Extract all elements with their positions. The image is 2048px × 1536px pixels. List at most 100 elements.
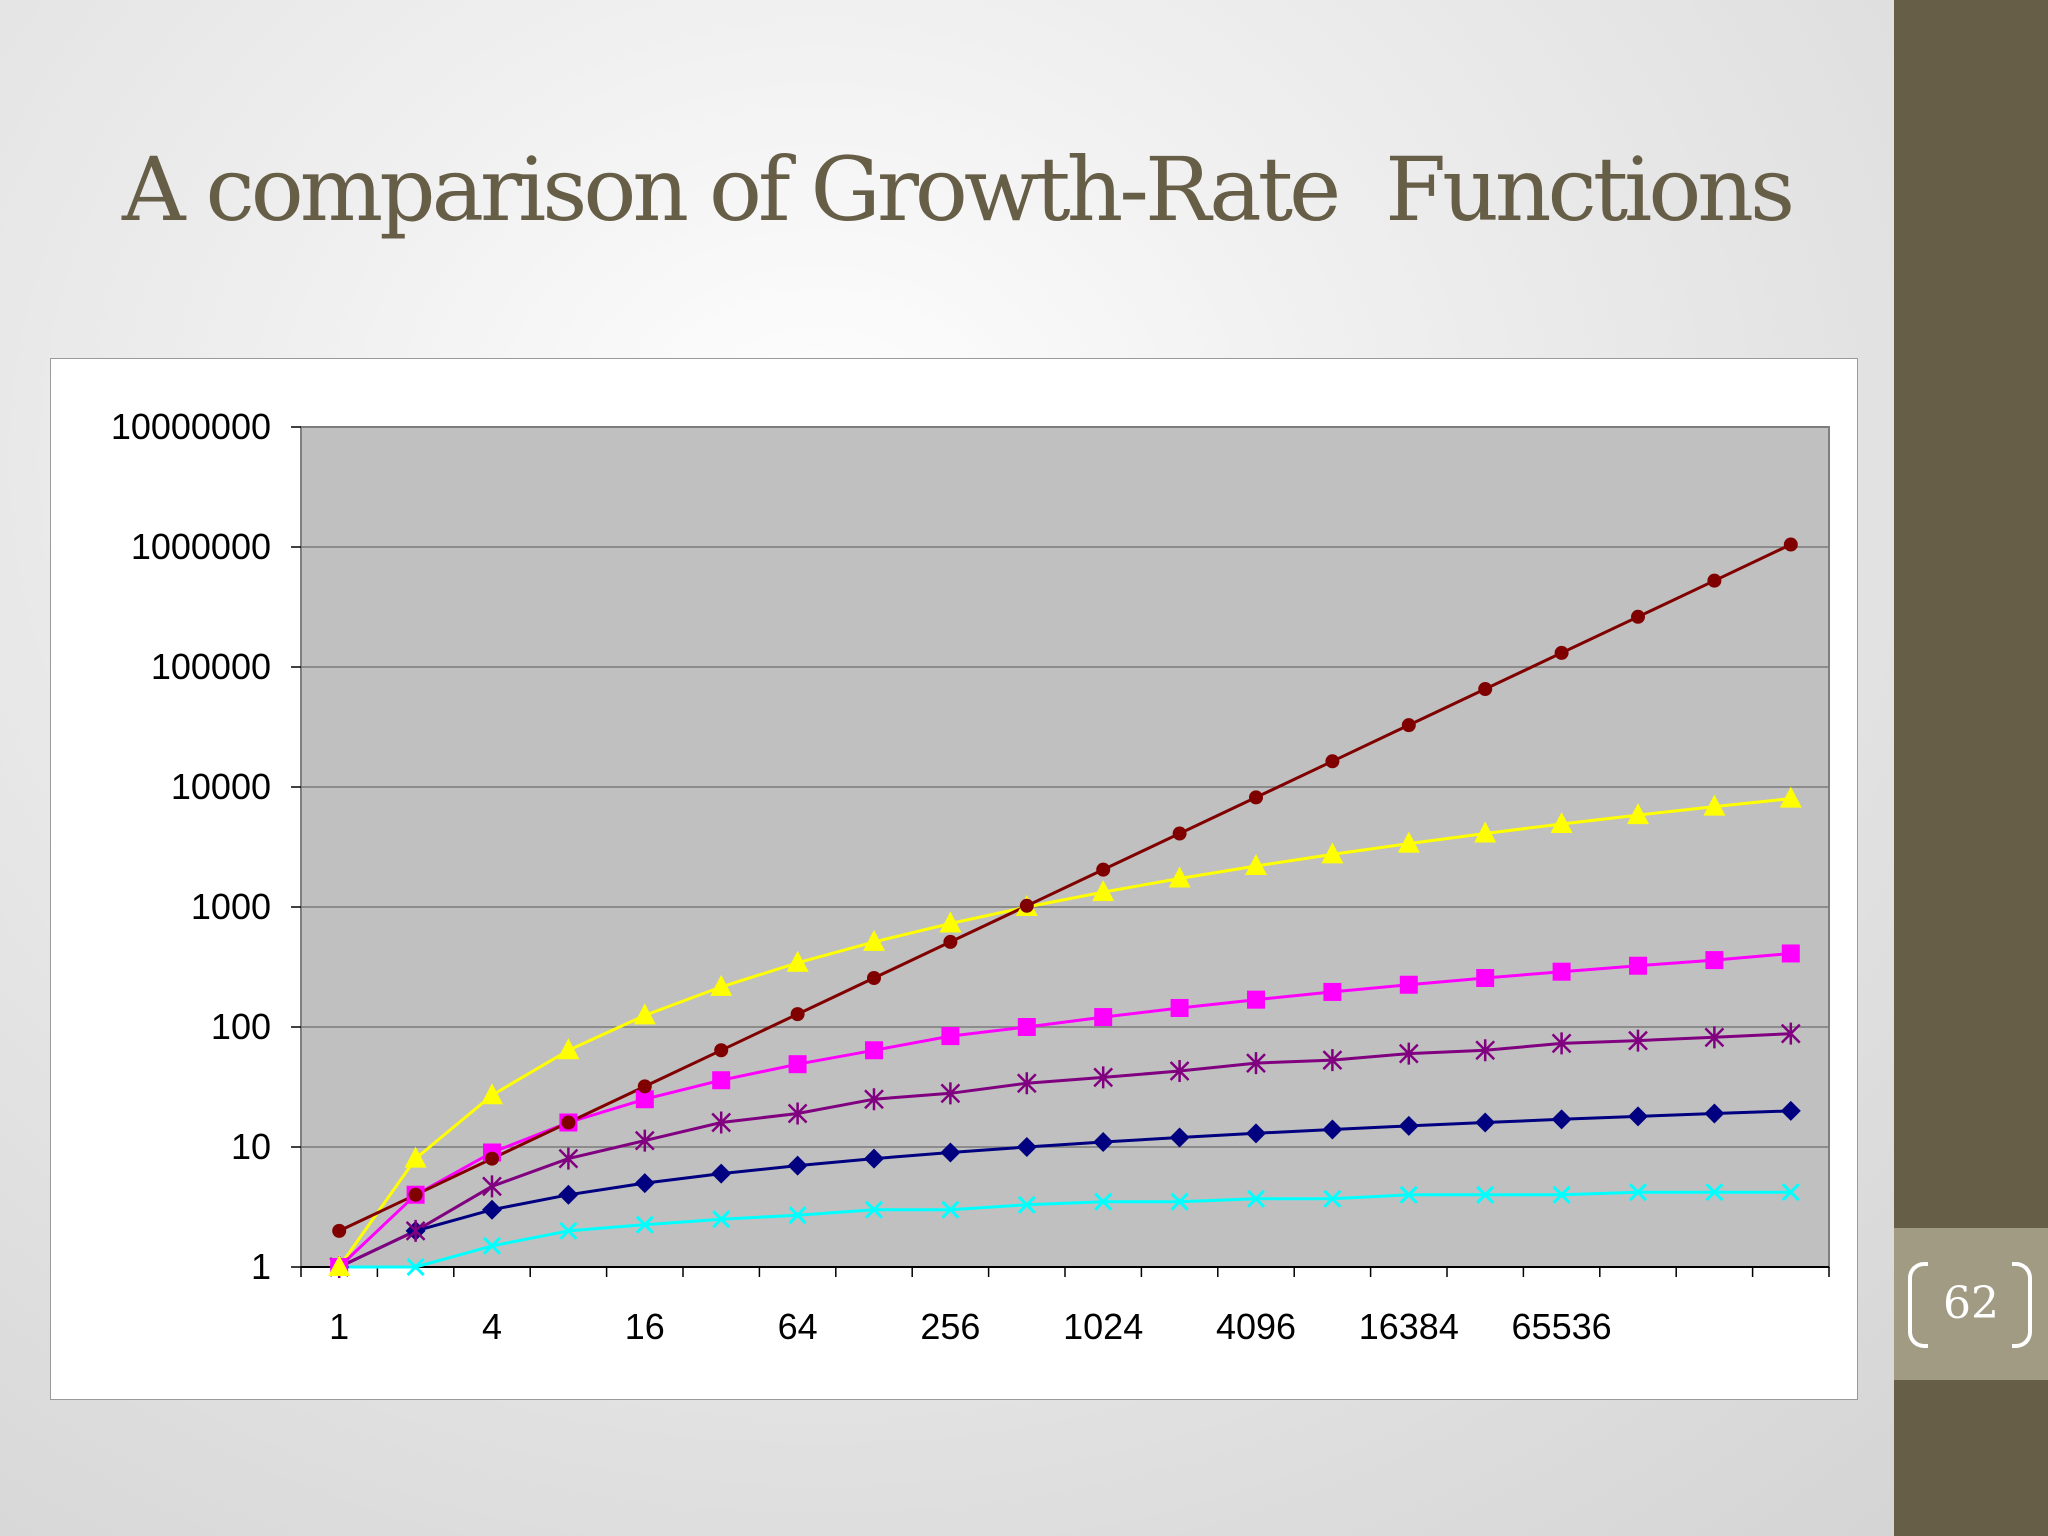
y-tick-label: 1000 bbox=[191, 886, 271, 927]
data-point bbox=[1169, 1127, 1190, 1148]
y-tick-label: 100000 bbox=[151, 646, 271, 687]
data-point bbox=[864, 1200, 884, 1219]
y-tick-label: 10 bbox=[231, 1126, 271, 1167]
x-tick-label: 1 bbox=[329, 1306, 349, 1347]
data-point bbox=[1321, 842, 1344, 864]
page-number-box: 62 bbox=[1894, 1228, 2048, 1380]
data-point bbox=[941, 1027, 960, 1046]
x-tick-label: 16384 bbox=[1359, 1306, 1459, 1347]
data-point bbox=[1628, 1106, 1648, 1127]
data-point bbox=[865, 1041, 883, 1060]
growth-rate-chart: 1 10 100 1000 10000 100000 1000000 10000000 1 4 16… bbox=[111, 406, 1830, 1347]
x-tick-label: 256 bbox=[920, 1306, 980, 1347]
data-point bbox=[1246, 1052, 1266, 1075]
data-point bbox=[637, 1079, 652, 1094]
data-point bbox=[1325, 754, 1340, 769]
series-line bbox=[337, 797, 1791, 1268]
x-tick-label: 64 bbox=[778, 1306, 818, 1347]
data-point bbox=[406, 1257, 425, 1277]
data-point bbox=[941, 1200, 960, 1219]
data-point bbox=[864, 1148, 884, 1169]
data-point bbox=[1628, 1183, 1648, 1202]
data-point bbox=[1170, 998, 1189, 1017]
data-point bbox=[1474, 821, 1497, 843]
data-point bbox=[1019, 898, 1034, 913]
data-point bbox=[788, 1206, 807, 1225]
data-point bbox=[1249, 790, 1263, 805]
data-point bbox=[1704, 1026, 1725, 1049]
data-point bbox=[1627, 803, 1649, 825]
data-point bbox=[482, 1236, 502, 1255]
data-point bbox=[404, 1146, 427, 1168]
data-point bbox=[864, 1088, 884, 1111]
series-line bbox=[338, 952, 1791, 1269]
data-point bbox=[1475, 1039, 1496, 1062]
data-point bbox=[711, 1111, 732, 1134]
data-point bbox=[939, 911, 962, 933]
data-point bbox=[559, 1221, 578, 1240]
data-point bbox=[1629, 956, 1647, 975]
data-point bbox=[635, 1090, 654, 1109]
data-point bbox=[1703, 794, 1726, 816]
data-point bbox=[1705, 1183, 1724, 1202]
data-point bbox=[557, 1038, 580, 1060]
data-point bbox=[1552, 1185, 1571, 1204]
data-point bbox=[1398, 1042, 1419, 1065]
series-line bbox=[338, 543, 1792, 1233]
data-point bbox=[1704, 1103, 1725, 1124]
series-line bbox=[339, 1190, 1791, 1269]
data-point bbox=[1398, 1115, 1419, 1136]
data-point bbox=[634, 1129, 655, 1152]
data-point bbox=[712, 1071, 731, 1090]
data-point bbox=[1093, 1066, 1114, 1089]
x-tick-label: 4096 bbox=[1216, 1306, 1296, 1347]
data-point bbox=[1323, 982, 1342, 1001]
data-point bbox=[1246, 1123, 1266, 1144]
data-point bbox=[1552, 962, 1571, 981]
data-point bbox=[867, 971, 881, 986]
series-line bbox=[338, 1109, 1791, 1269]
data-point bbox=[1780, 1022, 1801, 1045]
data-point bbox=[711, 1163, 732, 1184]
slide-title: A comparison of Growth-Rate Functions bbox=[122, 138, 1795, 241]
data-point bbox=[558, 1147, 579, 1170]
data-point bbox=[634, 1173, 655, 1194]
data-point bbox=[1631, 609, 1645, 624]
data-point bbox=[1246, 1189, 1266, 1208]
series-line bbox=[338, 1032, 1791, 1269]
data-point bbox=[1093, 1132, 1114, 1153]
data-point bbox=[1399, 1185, 1418, 1204]
data-point bbox=[1096, 862, 1111, 877]
right-brace-icon bbox=[2012, 1262, 2032, 1348]
data-point bbox=[787, 1155, 808, 1176]
data-point bbox=[1780, 1100, 1801, 1121]
data-point bbox=[485, 1151, 499, 1166]
left-brace-icon bbox=[1908, 1262, 1928, 1348]
x-tick-label: 4 bbox=[482, 1306, 502, 1347]
data-point bbox=[1476, 1185, 1495, 1204]
data-point bbox=[1397, 831, 1420, 853]
data-point bbox=[558, 1184, 579, 1205]
data-point bbox=[1779, 786, 1802, 808]
data-point bbox=[1323, 1189, 1342, 1208]
data-point bbox=[1170, 1192, 1189, 1211]
data-point bbox=[1551, 1109, 1572, 1130]
page-number: 62 bbox=[1943, 1278, 1999, 1329]
data-point bbox=[1781, 944, 1800, 963]
data-point bbox=[786, 950, 809, 972]
y-tick-label: 1000000 bbox=[131, 526, 271, 567]
data-point bbox=[712, 1210, 731, 1229]
y-tick-label: 10000000 bbox=[111, 406, 271, 447]
data-point bbox=[1783, 537, 1798, 552]
data-point bbox=[790, 1007, 805, 1022]
data-point bbox=[1094, 1008, 1113, 1027]
data-point bbox=[863, 929, 885, 951]
data-point bbox=[482, 1175, 502, 1198]
data-point bbox=[1401, 718, 1416, 733]
data-point bbox=[1017, 1018, 1036, 1036]
data-point bbox=[1322, 1049, 1343, 1072]
data-point bbox=[633, 1003, 656, 1025]
data-point bbox=[943, 934, 958, 949]
y-tick-label: 1 bbox=[251, 1246, 271, 1287]
x-tick-label: 16 bbox=[625, 1306, 665, 1347]
